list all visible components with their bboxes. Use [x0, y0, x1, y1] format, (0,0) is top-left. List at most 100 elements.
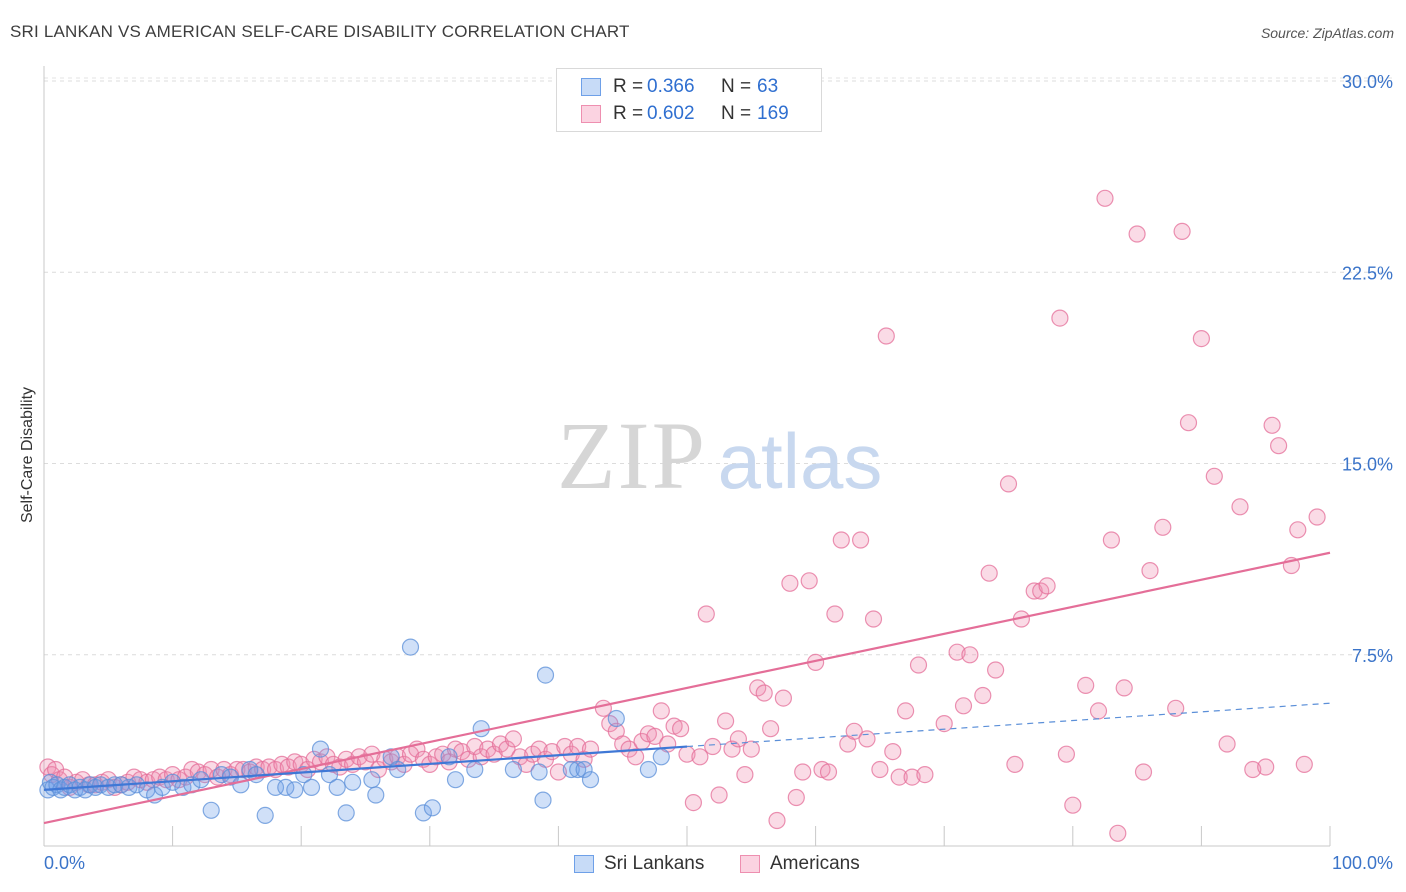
bottom-legend-swatch-sri-lankans — [574, 855, 594, 873]
data-point — [472, 720, 490, 738]
trend-line-sri-lankans-extension — [686, 702, 1331, 748]
data-point — [232, 776, 250, 794]
data-point — [498, 740, 516, 758]
data-point — [916, 765, 934, 784]
chart-title: SRI LANKAN VS AMERICAN SELF-CARE DISABIL… — [10, 22, 630, 41]
data-point — [871, 760, 889, 779]
data-point — [877, 327, 895, 345]
data-point — [736, 765, 754, 784]
data-point — [704, 737, 722, 756]
data-point — [1263, 416, 1281, 434]
data-point — [826, 605, 844, 623]
data-point — [1057, 745, 1076, 763]
data-point — [302, 778, 321, 797]
data-point — [414, 804, 432, 822]
series-layer — [39, 189, 1326, 842]
data-point — [575, 760, 593, 779]
data-point — [890, 768, 908, 786]
legend-r-value: 0.602 — [647, 103, 695, 124]
data-point — [363, 771, 381, 789]
data-point — [423, 799, 441, 817]
data-point — [594, 699, 613, 717]
data-point — [581, 740, 600, 758]
data-point — [569, 760, 587, 779]
data-point — [1179, 414, 1198, 432]
trend-line-sri-lankans — [43, 745, 688, 791]
series-americans — [39, 189, 1326, 842]
data-point — [369, 760, 387, 779]
data-point — [832, 531, 850, 549]
data-point — [980, 564, 998, 582]
data-point — [1006, 755, 1024, 774]
data-point — [716, 712, 735, 730]
legend-n-label: N = — [721, 103, 752, 124]
data-point — [466, 737, 484, 756]
data-point — [401, 638, 420, 656]
data-point — [536, 666, 555, 684]
watermark-zip: ZIP — [557, 402, 707, 509]
data-point — [761, 720, 780, 738]
bottom-legend-label-americans: Americans — [770, 853, 860, 874]
data-point — [1269, 437, 1288, 455]
data-point — [1192, 330, 1211, 348]
data-point — [389, 760, 407, 779]
series-sri-lankans — [39, 638, 670, 825]
bottom-legend-label-sri-lankans: Sri Lankans — [604, 853, 705, 874]
data-point — [723, 740, 741, 758]
bottom-legend-americans[interactable]: Americans — [740, 852, 860, 876]
data-point — [1064, 796, 1082, 814]
data-point — [1089, 702, 1108, 720]
data-point — [1134, 763, 1153, 781]
data-point — [768, 811, 786, 830]
data-point — [652, 702, 670, 720]
data-point — [800, 572, 818, 590]
x-tick-label: 100.0% — [1332, 853, 1393, 873]
source-attribution: Source: ZipAtlas.com — [1260, 25, 1394, 41]
data-point — [896, 702, 915, 720]
y-tick-label: 22.5% — [1342, 263, 1393, 283]
legend-r-value: 0.366 — [647, 76, 695, 97]
data-point — [1295, 755, 1313, 774]
data-point — [858, 730, 876, 748]
legend-r-label: R = — [613, 103, 644, 124]
data-point — [986, 661, 1005, 679]
data-point — [652, 748, 670, 766]
data-point — [755, 684, 773, 702]
trend-layer — [43, 551, 1331, 825]
data-point — [999, 475, 1018, 493]
data-point — [671, 720, 690, 738]
data-point — [742, 740, 760, 758]
data-point — [1077, 676, 1095, 695]
data-point — [534, 791, 552, 809]
data-point — [1205, 467, 1223, 485]
bottom-legend-sri-lankans[interactable]: Sri Lankans — [574, 852, 704, 876]
grid-lines — [44, 77, 1392, 656]
y-tick-label: 15.0% — [1342, 455, 1393, 475]
data-point — [954, 697, 973, 715]
data-point — [504, 730, 523, 748]
y-axis-label: Self-Care Disability — [19, 386, 36, 524]
data-point — [646, 727, 664, 746]
data-point — [466, 760, 484, 779]
data-point — [909, 656, 928, 674]
data-point — [1308, 508, 1326, 526]
data-point — [1141, 561, 1159, 580]
data-point — [295, 765, 313, 784]
legend-row-sri-lankans: R = 0.366 N = 63 — [581, 75, 778, 99]
data-point — [446, 771, 465, 789]
legend-row-americans: R = 0.602 N = 169 — [581, 102, 789, 126]
data-point — [1167, 699, 1185, 717]
data-point — [1244, 760, 1262, 779]
data-point — [1115, 679, 1133, 697]
trend-line-americans — [43, 551, 1331, 825]
y-tick-label: 7.5% — [1352, 646, 1393, 666]
data-point — [1289, 521, 1307, 539]
data-point — [575, 750, 593, 768]
data-point — [781, 574, 799, 592]
data-point — [562, 760, 580, 779]
data-point — [202, 801, 220, 819]
data-point — [1154, 518, 1172, 536]
legend-n-label: N = — [721, 76, 752, 97]
data-point — [1038, 577, 1056, 595]
